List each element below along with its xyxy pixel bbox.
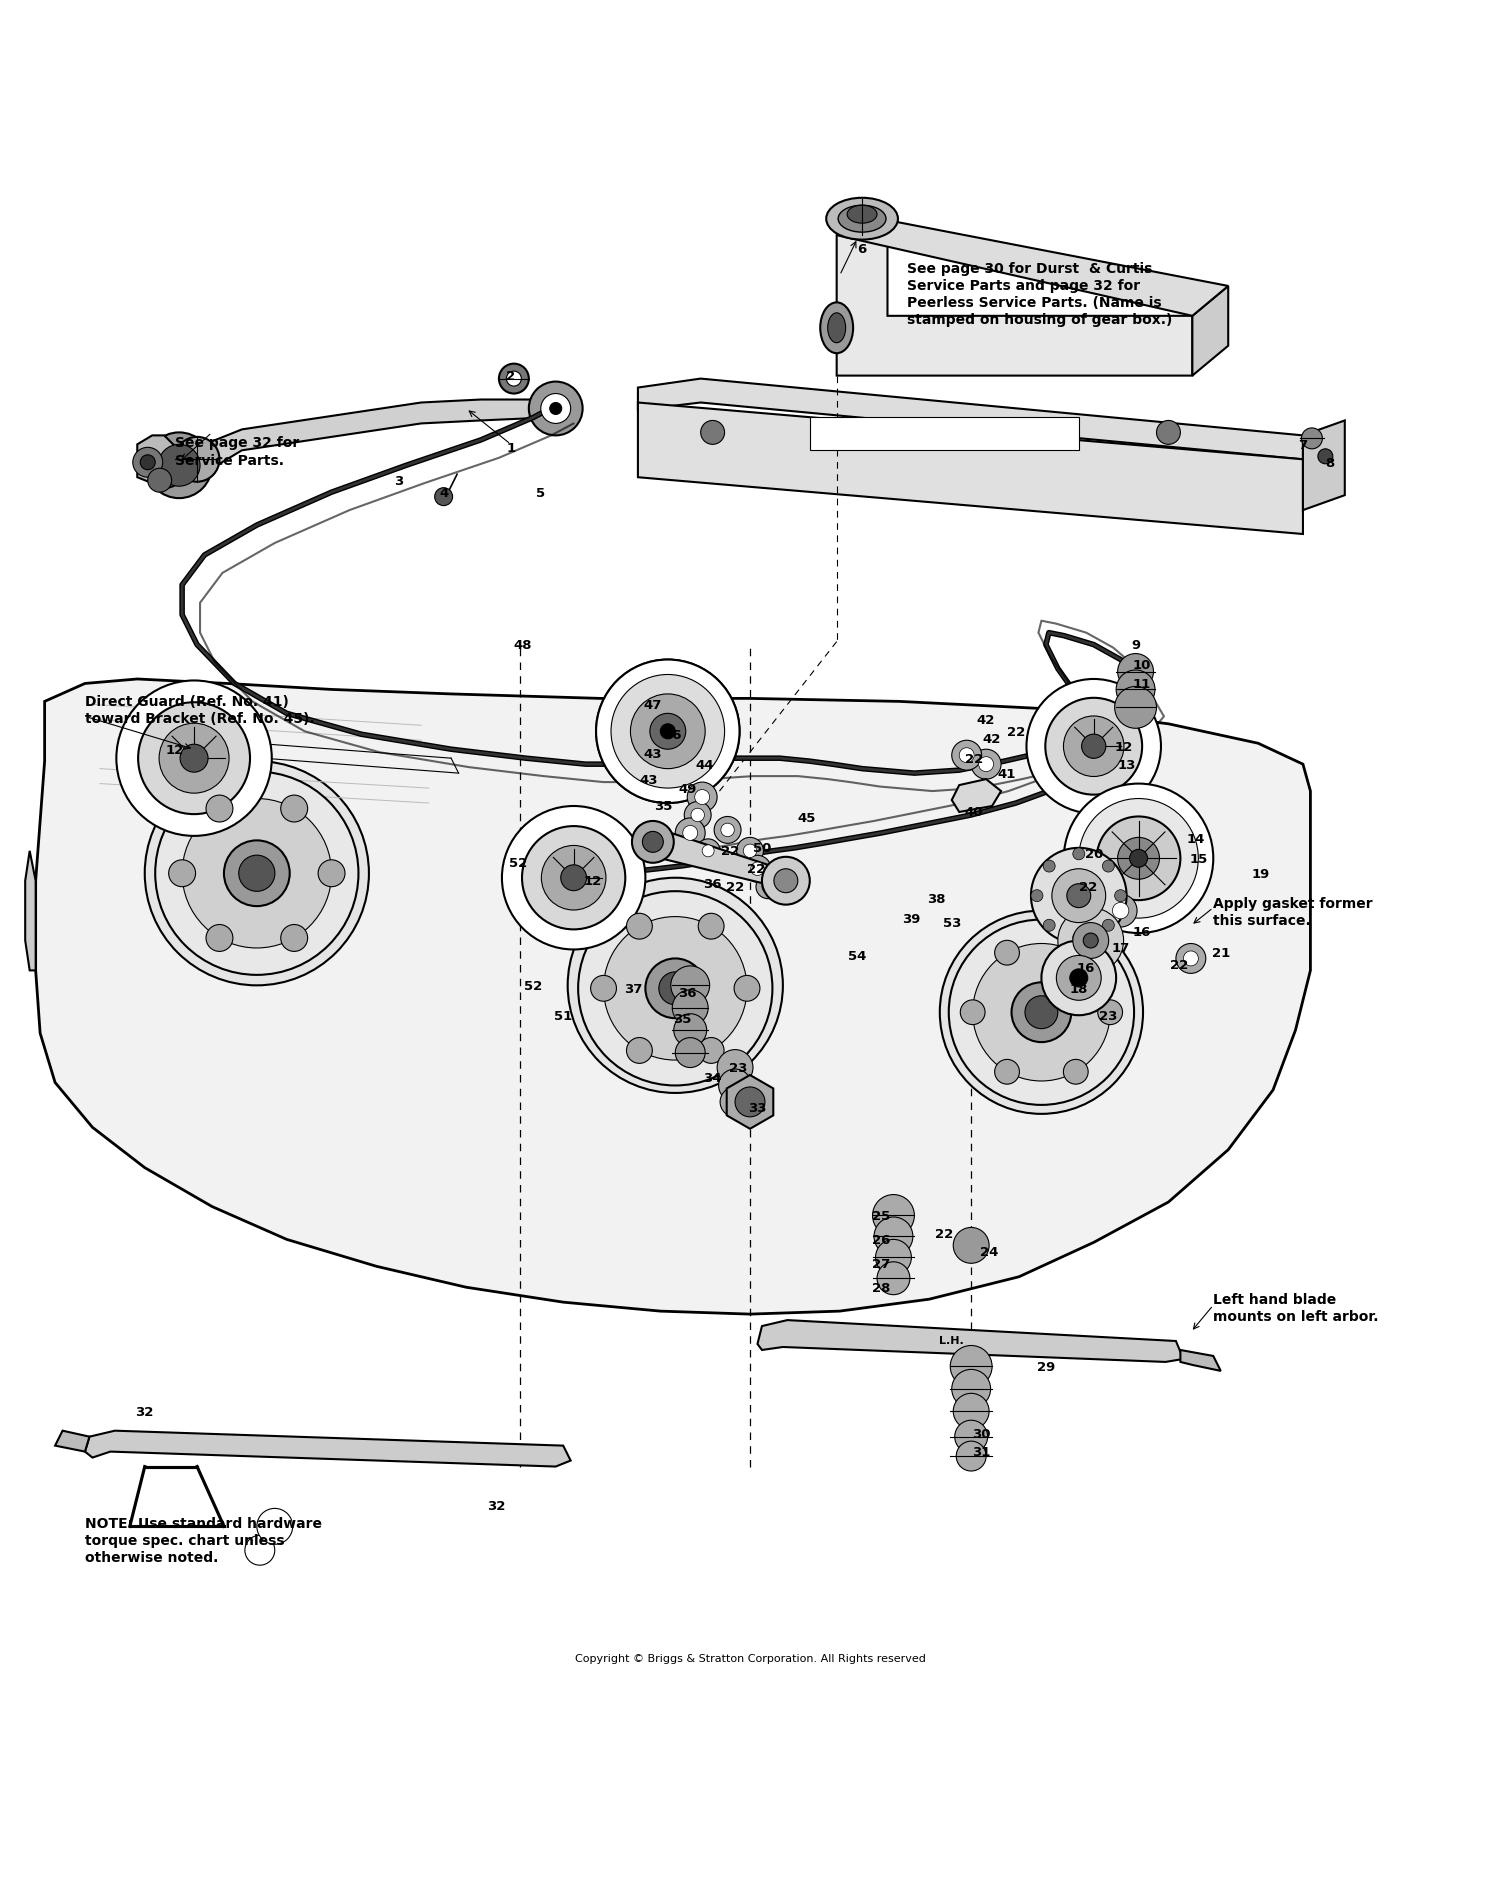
Circle shape (1102, 920, 1114, 932)
Text: 23: 23 (729, 1061, 747, 1075)
Text: 22: 22 (747, 862, 765, 875)
Circle shape (147, 469, 171, 493)
Circle shape (1102, 860, 1114, 873)
Text: Copyright © Briggs & Stratton Corporation. All Rights reserved: Copyright © Briggs & Stratton Corporatio… (574, 1652, 926, 1664)
Polygon shape (638, 403, 1304, 534)
Text: 44: 44 (696, 758, 714, 772)
Circle shape (224, 841, 290, 907)
Circle shape (567, 879, 783, 1093)
Text: 50: 50 (753, 841, 771, 854)
Circle shape (627, 1039, 652, 1063)
Text: 36: 36 (678, 986, 696, 999)
Text: 15: 15 (1190, 853, 1208, 866)
Circle shape (1098, 1001, 1122, 1026)
Circle shape (684, 802, 711, 828)
Text: 26: 26 (873, 1233, 891, 1246)
Ellipse shape (828, 314, 846, 344)
Circle shape (873, 1195, 915, 1236)
Text: 41: 41 (998, 768, 1016, 781)
Circle shape (154, 772, 358, 975)
Circle shape (1074, 873, 1107, 907)
Circle shape (970, 749, 1000, 779)
Circle shape (1118, 837, 1160, 879)
Text: 22: 22 (726, 881, 744, 894)
Polygon shape (36, 679, 1311, 1314)
Circle shape (1176, 945, 1206, 973)
Circle shape (1072, 922, 1108, 960)
Circle shape (603, 917, 747, 1060)
Circle shape (1030, 890, 1042, 901)
Text: 34: 34 (704, 1073, 722, 1084)
Circle shape (280, 796, 308, 822)
Text: 49: 49 (678, 783, 696, 794)
Text: 10: 10 (1132, 659, 1150, 672)
Text: 42: 42 (976, 713, 996, 726)
Polygon shape (1192, 286, 1228, 376)
Text: 43: 43 (644, 747, 662, 760)
Text: See page 30 for Durst  & Curtis
Service Parts and page 32 for
Peerless Service P: See page 30 for Durst & Curtis Service P… (908, 262, 1173, 327)
Circle shape (1184, 952, 1198, 965)
Circle shape (714, 817, 741, 843)
Text: 36: 36 (704, 877, 722, 890)
Circle shape (650, 713, 686, 749)
Text: Direct Guard (Ref. No. 41)
toward Bracket (Ref. No. 45).: Direct Guard (Ref. No. 41) toward Bracke… (86, 694, 315, 726)
Text: 20: 20 (1084, 849, 1102, 860)
Circle shape (159, 725, 230, 794)
Circle shape (750, 862, 764, 875)
Text: 22: 22 (1078, 881, 1096, 894)
Polygon shape (1180, 1349, 1221, 1372)
Circle shape (698, 915, 724, 939)
Circle shape (318, 860, 345, 886)
Circle shape (670, 965, 710, 1005)
Circle shape (1318, 450, 1334, 465)
Text: 13: 13 (1118, 758, 1136, 772)
Circle shape (1042, 920, 1054, 932)
Circle shape (138, 702, 250, 815)
Polygon shape (26, 851, 36, 971)
Text: 39: 39 (902, 913, 921, 926)
Circle shape (180, 745, 209, 774)
Circle shape (718, 1069, 752, 1103)
Circle shape (522, 826, 626, 930)
Circle shape (682, 826, 698, 841)
Text: 40: 40 (964, 805, 984, 819)
Circle shape (1114, 687, 1156, 728)
Circle shape (597, 909, 753, 1063)
Circle shape (596, 661, 740, 804)
Circle shape (206, 926, 232, 952)
Circle shape (1026, 679, 1161, 815)
Circle shape (700, 422, 724, 446)
Text: 24: 24 (980, 1246, 999, 1259)
Circle shape (1116, 670, 1155, 710)
Text: 27: 27 (873, 1257, 891, 1270)
Circle shape (1302, 429, 1323, 450)
Text: 28: 28 (873, 1282, 891, 1295)
Circle shape (542, 395, 570, 423)
Circle shape (874, 1218, 914, 1255)
Circle shape (578, 892, 772, 1086)
Circle shape (1072, 932, 1084, 945)
Polygon shape (638, 380, 1304, 459)
Circle shape (660, 725, 675, 740)
Polygon shape (138, 437, 182, 489)
Circle shape (158, 446, 200, 487)
Circle shape (762, 858, 810, 905)
Text: 2: 2 (507, 371, 516, 382)
Polygon shape (837, 220, 1192, 376)
Circle shape (1056, 956, 1101, 1001)
Circle shape (951, 742, 981, 772)
Circle shape (674, 1014, 706, 1046)
Circle shape (117, 681, 272, 836)
Circle shape (174, 439, 219, 482)
Text: 23: 23 (1100, 1009, 1118, 1022)
Circle shape (696, 839, 720, 864)
Circle shape (876, 1240, 912, 1276)
Circle shape (1083, 933, 1098, 949)
Text: 5: 5 (536, 486, 546, 499)
Circle shape (610, 676, 724, 789)
Circle shape (627, 915, 652, 939)
Circle shape (1024, 996, 1057, 1029)
Text: See page 32 for
Service Parts.: See page 32 for Service Parts. (174, 437, 298, 467)
Circle shape (141, 455, 154, 470)
Circle shape (632, 822, 674, 864)
